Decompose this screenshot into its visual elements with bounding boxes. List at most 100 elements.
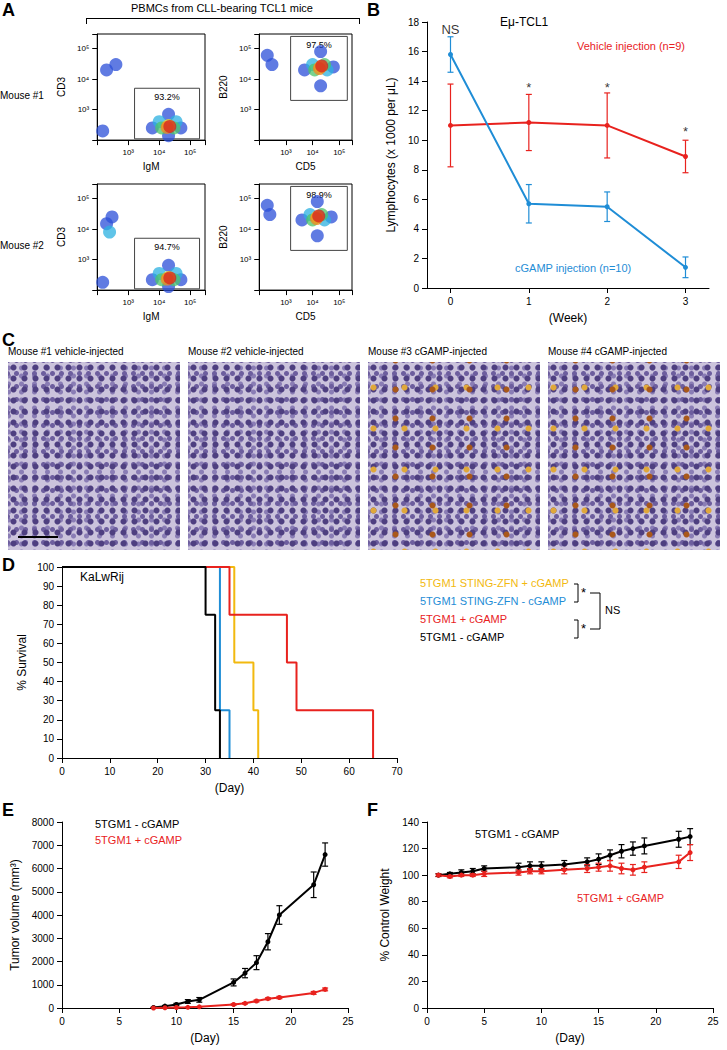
svg-text:16: 16 bbox=[408, 46, 420, 57]
svg-text:20: 20 bbox=[408, 976, 420, 987]
svg-text:120: 120 bbox=[402, 843, 419, 854]
svg-text:18: 18 bbox=[408, 17, 420, 28]
svg-text:10⁵: 10⁵ bbox=[239, 44, 251, 53]
svg-text:10: 10 bbox=[43, 733, 55, 744]
svg-text:93.2%: 93.2% bbox=[154, 92, 180, 102]
svg-text:IgM: IgM bbox=[143, 311, 160, 322]
svg-text:10³: 10³ bbox=[280, 148, 292, 157]
svg-text:10⁵: 10⁵ bbox=[184, 298, 196, 307]
svg-text:15: 15 bbox=[593, 1016, 605, 1027]
svg-text:50: 50 bbox=[43, 657, 55, 668]
svg-text:B220: B220 bbox=[218, 225, 229, 249]
svg-text:10⁴: 10⁴ bbox=[239, 75, 252, 84]
svg-text:100: 100 bbox=[37, 562, 54, 573]
svg-text:(Day): (Day) bbox=[190, 1031, 219, 1045]
svg-text:140: 140 bbox=[402, 817, 419, 828]
svg-text:5TGM1 + cGAMP: 5TGM1 + cGAMP bbox=[420, 613, 507, 625]
svg-text:2: 2 bbox=[604, 296, 610, 307]
svg-text:CD3: CD3 bbox=[56, 77, 67, 97]
svg-text:5TGM1 - cGAMP: 5TGM1 - cGAMP bbox=[95, 818, 179, 830]
svg-text:5TGM1 + cGAMP: 5TGM1 + cGAMP bbox=[577, 892, 664, 904]
svg-text:60: 60 bbox=[344, 766, 356, 777]
svg-text:10⁵: 10⁵ bbox=[77, 194, 89, 203]
svg-text:0: 0 bbox=[413, 283, 419, 294]
svg-text:5: 5 bbox=[116, 1016, 122, 1027]
svg-text:10³: 10³ bbox=[78, 105, 90, 114]
svg-text:CD5: CD5 bbox=[296, 161, 316, 172]
svg-text:*: * bbox=[683, 124, 688, 139]
svg-text:2: 2 bbox=[413, 253, 419, 264]
svg-text:20: 20 bbox=[152, 766, 164, 777]
svg-text:40: 40 bbox=[248, 766, 260, 777]
svg-text:25: 25 bbox=[342, 1016, 354, 1027]
svg-text:10: 10 bbox=[171, 1016, 183, 1027]
svg-text:10: 10 bbox=[408, 135, 420, 146]
svg-text:% Survival: % Survival bbox=[15, 634, 29, 691]
svg-text:30: 30 bbox=[43, 695, 55, 706]
svg-text:6000: 6000 bbox=[32, 863, 55, 874]
svg-text:*: * bbox=[605, 80, 610, 95]
svg-text:30: 30 bbox=[200, 766, 212, 777]
svg-text:CD5: CD5 bbox=[296, 311, 316, 322]
svg-text:cGAMP injection (n=10): cGAMP injection (n=10) bbox=[515, 262, 631, 274]
svg-text:4: 4 bbox=[413, 223, 419, 234]
svg-text:4000: 4000 bbox=[32, 910, 55, 921]
svg-text:(Day): (Day) bbox=[555, 1031, 584, 1045]
svg-text:10⁵: 10⁵ bbox=[77, 44, 89, 53]
svg-text:5TGM1 STING-ZFN - cGAMP: 5TGM1 STING-ZFN - cGAMP bbox=[420, 595, 566, 607]
svg-text:2000: 2000 bbox=[32, 956, 55, 967]
svg-text:10³: 10³ bbox=[122, 298, 134, 307]
svg-text:10: 10 bbox=[104, 766, 116, 777]
svg-text:0: 0 bbox=[59, 1016, 65, 1027]
svg-text:10⁵: 10⁵ bbox=[333, 298, 345, 307]
svg-text:*: * bbox=[526, 80, 531, 95]
svg-text:5: 5 bbox=[481, 1016, 487, 1027]
svg-text:10⁵: 10⁵ bbox=[333, 148, 345, 157]
svg-text:10³: 10³ bbox=[280, 298, 292, 307]
svg-text:0: 0 bbox=[48, 753, 54, 764]
svg-text:6: 6 bbox=[413, 194, 419, 205]
svg-text:0: 0 bbox=[424, 1016, 430, 1027]
svg-text:8000: 8000 bbox=[32, 817, 55, 828]
svg-text:7000: 7000 bbox=[32, 840, 55, 851]
svg-text:20: 20 bbox=[650, 1016, 662, 1027]
svg-text:0: 0 bbox=[59, 766, 65, 777]
svg-text:20: 20 bbox=[43, 714, 55, 725]
svg-text:8: 8 bbox=[413, 164, 419, 175]
svg-text:1000: 1000 bbox=[32, 979, 55, 990]
svg-text:Eμ-TCL1: Eμ-TCL1 bbox=[500, 15, 549, 29]
svg-text:40: 40 bbox=[408, 949, 420, 960]
svg-text:0: 0 bbox=[448, 296, 454, 307]
svg-text:10⁵: 10⁵ bbox=[184, 148, 196, 157]
svg-text:(Day): (Day) bbox=[215, 781, 244, 795]
svg-text:80: 80 bbox=[43, 600, 55, 611]
svg-text:3: 3 bbox=[683, 296, 689, 307]
svg-text:10⁴: 10⁴ bbox=[239, 225, 252, 234]
svg-text:10⁴: 10⁴ bbox=[77, 225, 90, 234]
svg-text:94.7%: 94.7% bbox=[154, 242, 180, 252]
svg-text:10³: 10³ bbox=[122, 148, 134, 157]
svg-text:5TGM1 - cGAMP: 5TGM1 - cGAMP bbox=[420, 631, 504, 643]
svg-text:10⁴: 10⁴ bbox=[306, 148, 319, 157]
svg-text:10⁴: 10⁴ bbox=[153, 298, 166, 307]
svg-text:25: 25 bbox=[707, 1016, 719, 1027]
svg-text:90: 90 bbox=[43, 581, 55, 592]
svg-text:5TGM1 - cGAMP: 5TGM1 - cGAMP bbox=[475, 828, 559, 840]
svg-text:20: 20 bbox=[285, 1016, 297, 1027]
svg-text:10⁵: 10⁵ bbox=[239, 194, 251, 203]
svg-text:10: 10 bbox=[536, 1016, 548, 1027]
svg-text:10⁴: 10⁴ bbox=[77, 75, 90, 84]
svg-text:15: 15 bbox=[228, 1016, 240, 1027]
svg-text:10⁴: 10⁴ bbox=[306, 298, 319, 307]
svg-text:80: 80 bbox=[408, 896, 420, 907]
svg-text:70: 70 bbox=[43, 619, 55, 630]
svg-text:% Control Weight: % Control Weight bbox=[378, 868, 392, 962]
svg-text:*: * bbox=[581, 585, 586, 600]
svg-text:3000: 3000 bbox=[32, 933, 55, 944]
svg-text:5TGM1 + cGAMP: 5TGM1 + cGAMP bbox=[95, 834, 182, 846]
svg-text:Tumor volume (mm³): Tumor volume (mm³) bbox=[8, 859, 22, 971]
svg-text:Vehicle injection (n=9): Vehicle injection (n=9) bbox=[577, 40, 685, 52]
svg-text:B220: B220 bbox=[218, 75, 229, 99]
svg-text:60: 60 bbox=[43, 638, 55, 649]
svg-text:40: 40 bbox=[43, 676, 55, 687]
